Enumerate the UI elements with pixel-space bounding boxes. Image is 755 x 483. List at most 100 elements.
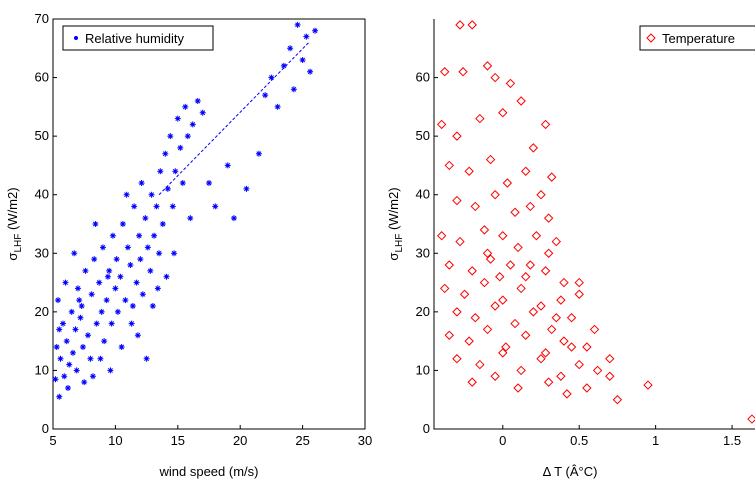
data-point — [452, 131, 462, 141]
data-point — [536, 301, 546, 311]
data-point — [148, 191, 155, 198]
y-tick-label: 40 — [35, 187, 49, 202]
data-point — [167, 133, 174, 140]
data-point — [139, 291, 146, 298]
data-point — [224, 162, 231, 169]
data-point — [303, 33, 310, 40]
data-point — [439, 67, 450, 77]
data-point — [566, 342, 577, 352]
data-point — [307, 68, 314, 75]
data-point — [490, 301, 500, 311]
y-tick-label: 10 — [35, 362, 49, 377]
data-point — [452, 195, 462, 206]
data-point — [107, 367, 114, 374]
data-point — [230, 215, 237, 222]
data-point — [559, 336, 569, 346]
data-point — [536, 354, 546, 364]
data-point — [436, 119, 447, 130]
data-point — [104, 273, 111, 280]
data-point — [556, 371, 566, 381]
data-point — [157, 168, 164, 175]
data-point — [133, 279, 140, 286]
right-legend: Temperature — [639, 25, 755, 51]
data-point — [516, 365, 526, 376]
right-chart: 0 0.5 1 1.5 0 10 20 30 40 50 60 Δ T (Â°C) σLHF (W… — [386, 19, 755, 479]
data-point — [136, 232, 143, 239]
data-point — [501, 342, 511, 352]
data-point — [531, 231, 542, 241]
right-y-axis-label-sub: LHF — [394, 234, 405, 253]
data-point — [74, 285, 81, 292]
data-point — [459, 289, 470, 299]
x-tick-label: 30 — [358, 433, 372, 448]
left-x-axis-label: wind speed (m/s) — [159, 464, 259, 479]
data-point — [470, 313, 480, 323]
data-point — [87, 355, 94, 362]
right-points-layer — [436, 20, 755, 424]
right-y-axis-label: σLHF (W/m2) — [386, 187, 405, 260]
data-point — [551, 236, 561, 247]
data-point — [96, 279, 103, 286]
right-legend-label: Temperature — [662, 31, 735, 46]
data-point — [71, 250, 78, 257]
x-tick-label: 1.5 — [723, 433, 741, 448]
x-tick-label: 15 — [171, 433, 185, 448]
data-point — [490, 371, 500, 381]
data-point — [122, 297, 129, 304]
data-point — [574, 289, 584, 299]
data-point — [455, 20, 465, 30]
data-point — [562, 389, 572, 399]
data-point — [91, 256, 98, 263]
left-legend-marker — [74, 36, 78, 40]
data-point — [498, 108, 508, 118]
data-point — [131, 203, 138, 210]
data-point — [540, 348, 551, 358]
data-point — [470, 201, 480, 212]
data-point — [505, 78, 516, 89]
data-point — [128, 320, 135, 327]
data-point — [516, 283, 526, 294]
data-point — [299, 57, 306, 63]
data-point — [528, 307, 539, 317]
data-point — [137, 256, 144, 263]
x-tick-label: 0.5 — [570, 433, 588, 448]
data-point — [546, 172, 557, 182]
data-point — [505, 260, 516, 270]
data-point — [643, 380, 653, 390]
data-point — [243, 185, 250, 192]
data-point — [490, 190, 500, 200]
data-point — [57, 355, 64, 362]
data-point — [467, 20, 477, 30]
data-point — [262, 92, 269, 99]
left-y-axis-label-unit: (W/m2) — [5, 187, 20, 233]
data-point — [92, 221, 99, 227]
data-point — [455, 236, 465, 247]
data-point — [88, 291, 95, 298]
data-point — [56, 393, 63, 400]
data-point — [444, 260, 454, 270]
data-point — [138, 180, 145, 186]
data-point — [574, 359, 584, 370]
data-point — [199, 109, 206, 116]
y-tick-label: 60 — [35, 70, 49, 85]
data-point — [543, 248, 554, 258]
data-point — [528, 143, 539, 153]
y-tick-label: 20 — [35, 304, 49, 319]
data-point — [498, 348, 508, 358]
data-point — [592, 365, 603, 376]
data-point — [464, 336, 474, 346]
data-point — [62, 279, 69, 286]
data-point — [172, 168, 179, 175]
data-point — [103, 297, 110, 304]
right-y-axis-label-main: σ — [386, 253, 401, 261]
data-point — [490, 72, 500, 83]
data-point — [574, 277, 584, 288]
data-point — [458, 67, 468, 77]
data-point — [521, 330, 531, 340]
data-point — [612, 395, 623, 405]
data-point — [119, 221, 126, 227]
data-point — [543, 213, 554, 223]
data-point — [98, 308, 105, 315]
data-point — [189, 121, 196, 128]
data-point — [485, 254, 496, 264]
